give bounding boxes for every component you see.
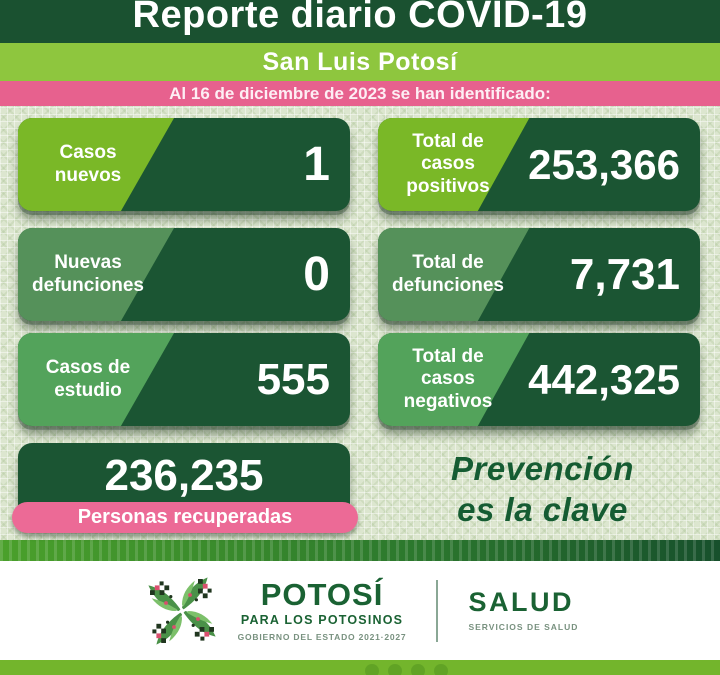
card-label: Total de casos negativos [403,345,493,412]
card-label: Casos nuevos [54,142,122,186]
social-icon-dot [388,664,402,675]
date-banner: Al 16 de diciembre de 2023 se han identi… [0,81,720,106]
page-title: Reporte diario COVID-19 [132,0,588,36]
brand-tagline: PARA LOS POTOSINOS [240,613,404,627]
recovered-value: 236,235 [104,451,264,500]
card-label: Total de casos positivos [406,130,490,197]
social-icons-strip [365,664,448,675]
salud-wordmark: SALUD SERVICIOS DE SALUD [468,587,579,633]
social-icon-dot [434,664,448,675]
social-icon-dot [411,664,425,675]
org-subtext: SERVICIOS DE SALUD [468,622,579,632]
government-logo: POTOSÍ PARA LOS POTOSINOS GOBIERNO DEL E… [142,569,579,653]
card-label: Nuevas defunciones [32,252,144,296]
social-icon-dot [365,664,379,675]
card-total-negativos: Total de casos negativos 442,325 [378,333,700,426]
card-label: Total de defunciones [392,252,504,296]
bottom-strip [0,660,720,675]
state-name: San Luis Potosí [262,47,458,76]
card-value: 253,366 [528,140,680,188]
recovered-label: Personas recuperadas [77,506,293,528]
brand-name: POTOSÍ [260,577,384,612]
card-total-positivos: Total de casos positivos 253,366 [378,118,700,211]
footer: POTOSÍ PARA LOS POTOSINOS GOBIERNO DEL E… [0,561,720,660]
card-casos-estudio: Casos de estudio 555 [18,333,350,426]
card-value: 1 [303,138,330,191]
potosi-emblem-icon [147,576,216,645]
card-total-defunciones: Total de defunciones 7,731 [378,228,700,321]
card-value: 555 [256,354,330,404]
card-value: 0 [303,248,330,301]
card-casos-nuevos: Casos nuevos 1 [18,118,350,211]
date-banner-text: Al 16 de diciembre de 2023 se han identi… [169,83,551,103]
brand-subtext: GOBIERNO DEL ESTADO 2021·2027 [237,632,407,642]
report-header: Reporte diario COVID-19 [0,0,720,43]
org-name: SALUD [468,587,574,617]
recovered-pill: Personas recuperadas [12,502,358,533]
card-label: Casos de estudio [45,357,131,401]
state-subtitle-bar: San Luis Potosí [0,43,720,81]
gradient-separator [0,540,720,561]
card-value: 7,731 [569,249,680,299]
prevention-slogan: Prevención es la clave [451,449,634,528]
logo-divider [436,579,439,642]
card-nuevas-defunciones: Nuevas defunciones 0 [18,228,350,321]
potosi-wordmark: POTOSÍ PARA LOS POTOSINOS GOBIERNO DEL E… [238,579,407,642]
card-value: 442,325 [528,355,680,403]
